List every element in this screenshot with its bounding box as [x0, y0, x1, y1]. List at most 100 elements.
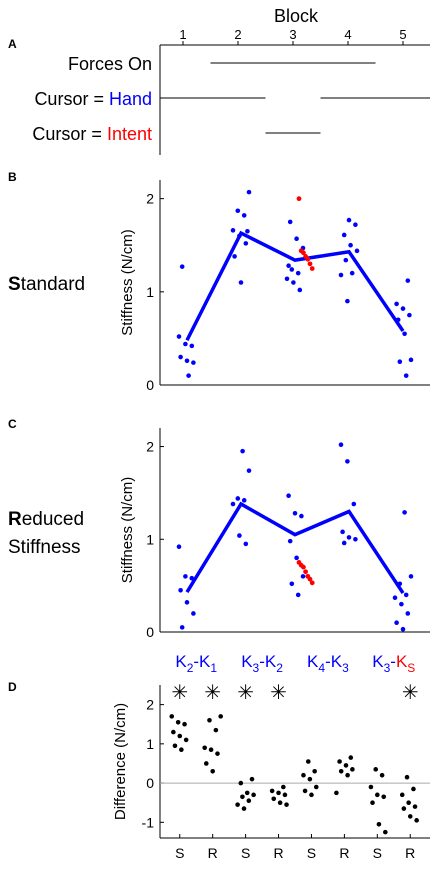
data-point	[312, 769, 317, 774]
group-title: K2-K1	[175, 652, 217, 675]
data-point	[338, 272, 344, 278]
data-point	[271, 796, 277, 802]
panel-c-reduced: C 0 1 2 Stiffness (N/cm) Reduced Stiffness	[8, 417, 430, 640]
data-point	[408, 574, 414, 579]
data-point	[172, 743, 178, 749]
y-tick-label: 0	[146, 377, 154, 393]
data-point	[341, 232, 347, 238]
row-label: Stiffness	[8, 537, 81, 558]
row-label-text: Stiffness	[8, 537, 81, 558]
data-point	[405, 611, 411, 616]
data-point	[213, 727, 219, 733]
data-point	[368, 784, 374, 790]
y-tick-label: 2	[146, 697, 154, 713]
data-point	[237, 533, 242, 538]
data-point	[295, 270, 301, 276]
data-point	[215, 751, 220, 756]
data-point	[399, 792, 405, 798]
data-point	[397, 581, 403, 587]
row-label-text: tandard	[21, 274, 85, 295]
data-point	[238, 280, 244, 285]
row-label-initial: R	[8, 509, 22, 530]
group-title-term: K	[175, 652, 187, 671]
data-point	[238, 780, 244, 786]
data-point	[232, 254, 237, 259]
data-point	[240, 794, 245, 800]
block-tick-label: 4	[344, 27, 351, 42]
data-point	[240, 448, 245, 454]
data-point	[345, 772, 350, 778]
data-point	[184, 358, 190, 364]
panel-b-standard: B 0 1 2 Stiffness (N/cm) Standard	[8, 170, 430, 393]
data-point	[345, 459, 350, 464]
data-point	[353, 222, 358, 228]
data-point	[178, 587, 183, 593]
block-tick-label: 2	[234, 27, 241, 42]
data-point	[284, 802, 289, 807]
data-point	[281, 784, 286, 790]
data-point	[334, 790, 339, 796]
data-point	[235, 208, 241, 214]
data-point	[412, 804, 418, 809]
data-point	[309, 792, 314, 798]
data-point	[403, 592, 409, 598]
data-point	[338, 442, 344, 447]
intent-data-point	[296, 196, 302, 202]
data-point	[287, 538, 293, 544]
data-point	[183, 737, 189, 743]
data-point	[207, 718, 212, 723]
data-point	[176, 334, 182, 339]
data-point	[400, 306, 406, 311]
data-point	[230, 228, 236, 233]
group-title-subscript: 4	[318, 661, 325, 675]
intent-data-point	[301, 564, 306, 570]
data-point	[245, 228, 250, 234]
data-point	[175, 719, 181, 725]
data-point	[184, 600, 190, 605]
data-point	[370, 800, 375, 805]
data-point	[284, 276, 290, 282]
group-title-subscript: S	[407, 661, 415, 675]
data-point	[191, 360, 196, 365]
data-point	[301, 772, 306, 778]
condition-label: Forces On	[68, 54, 152, 74]
data-point	[395, 317, 401, 323]
x-tick-label: R	[405, 845, 415, 861]
data-point	[246, 189, 252, 195]
data-point	[345, 298, 350, 304]
data-point	[406, 800, 411, 805]
data-point	[300, 574, 306, 579]
y-tick-label: -1	[142, 814, 155, 830]
data-point	[277, 800, 283, 805]
data-point	[289, 267, 295, 272]
data-point	[287, 219, 293, 225]
x-tick-label: S	[307, 845, 316, 861]
group-title-term: K	[307, 652, 319, 671]
block-tick-label: 1	[179, 27, 186, 42]
data-point	[244, 790, 250, 796]
group-title: K3-KS	[372, 652, 415, 675]
data-point	[189, 575, 195, 581]
group-title-term: K	[372, 652, 384, 671]
group-title-subscript: 1	[210, 661, 217, 675]
block-axis-title: Block	[274, 6, 319, 26]
group-title-term: K	[199, 652, 211, 671]
data-point	[397, 359, 403, 365]
block-tick-label: 5	[399, 27, 406, 42]
data-point	[307, 776, 313, 782]
data-point	[392, 595, 398, 600]
group-title-minus: -	[390, 652, 396, 671]
group-title-term: K	[265, 652, 277, 671]
y-tick-label: 1	[146, 736, 154, 752]
data-point	[177, 733, 183, 739]
intent-data-point	[309, 266, 315, 271]
data-point	[338, 769, 344, 774]
data-point	[251, 792, 256, 798]
data-point	[292, 511, 298, 516]
data-point	[289, 581, 295, 587]
data-point	[249, 776, 255, 782]
data-point	[399, 601, 404, 607]
group-title: K3-K2	[241, 652, 283, 675]
data-point	[176, 544, 182, 549]
